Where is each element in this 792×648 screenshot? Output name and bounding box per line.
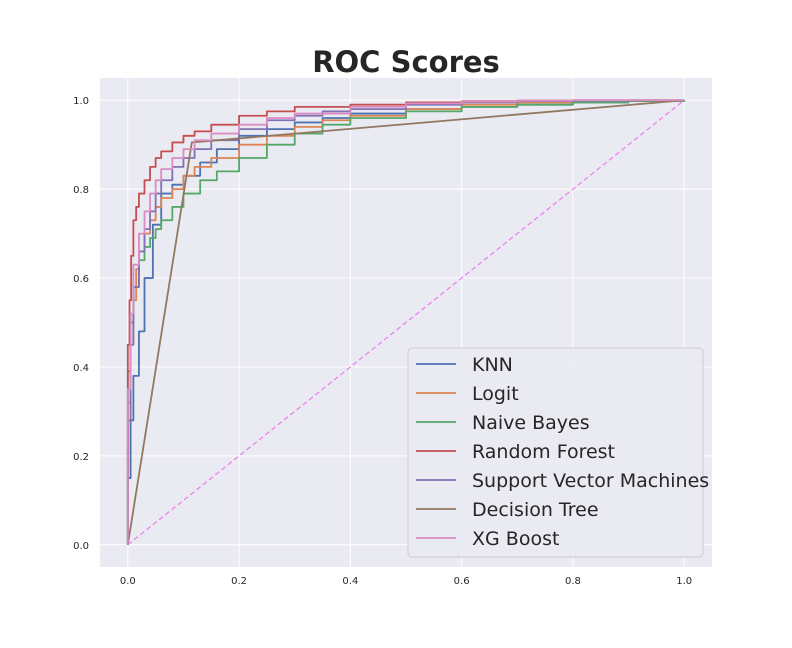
grid <box>100 78 712 567</box>
x-tick-label: 1.0 <box>676 576 692 587</box>
chance-line <box>127 99 685 546</box>
chart-title: ROC Scores <box>312 45 500 79</box>
y-tick-label: 1.0 <box>73 96 89 107</box>
series-layer <box>126 99 686 545</box>
y-tick-label: 0.8 <box>73 185 89 196</box>
legend-label: Decision Tree <box>472 499 599 521</box>
x-tick-label: 0.8 <box>565 576 581 587</box>
series-line-xg-boost <box>126 99 685 545</box>
legend-label: Naive Bayes <box>472 412 590 434</box>
legend: KNN Logit Naive Bayes Random Forest Support … <box>407 347 709 558</box>
legend-label: XG Boost <box>472 528 559 550</box>
x-tick-label: 0.4 <box>342 576 358 587</box>
x-tick-label: 0.0 <box>120 576 136 587</box>
legend-items: KNN Logit Naive Bayes Random Forest Support … <box>416 354 709 550</box>
y-tick-label: 0.2 <box>73 452 89 463</box>
legend-label: Random Forest <box>472 441 615 463</box>
legend-label: Logit <box>472 383 519 405</box>
y-tick-label: 0.0 <box>73 541 89 552</box>
tick-labels: 0.0 0.2 0.4 0.6 0.8 1.0 0.0 0.2 0.4 0.6 0.8 1.0 <box>73 96 692 587</box>
x-tick-label: 0.6 <box>454 576 470 587</box>
legend-label: KNN <box>472 354 513 376</box>
y-tick-label: 0.4 <box>73 363 89 374</box>
legend-label: Support Vector Machines <box>472 470 709 492</box>
x-tick-label: 0.2 <box>231 576 247 587</box>
legend-box <box>407 347 704 558</box>
reference-line-layer <box>127 99 685 546</box>
y-tick-label: 0.6 <box>73 274 89 285</box>
series-line-naive-bayes <box>126 100 686 545</box>
series-line-decision-tree <box>126 99 685 545</box>
